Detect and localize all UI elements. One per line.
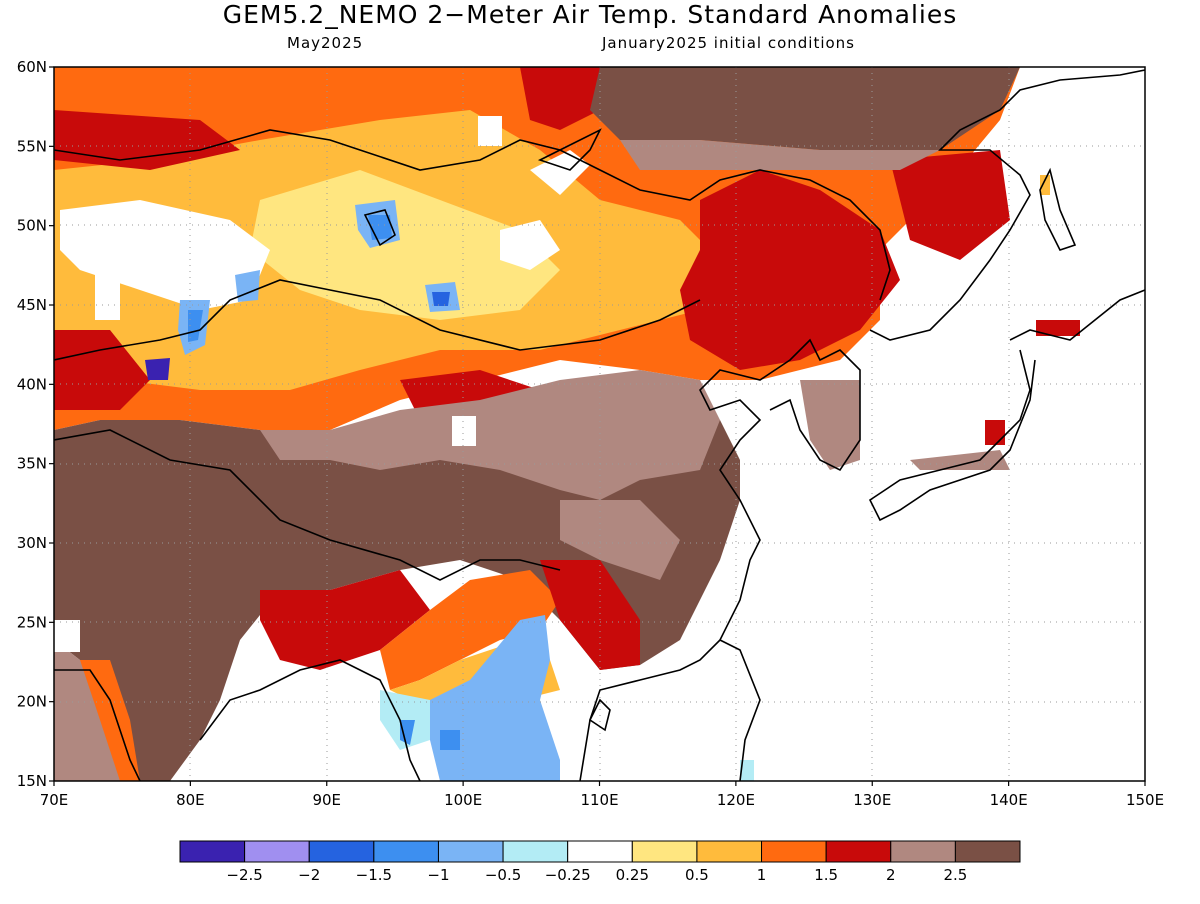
longitude-axis: 70E 80E 90E 100E 110E 120E 130E 140E 150E	[40, 781, 1164, 809]
coastlines	[54, 69, 1145, 781]
colorbar-swatch	[890, 840, 956, 863]
lon-tick-label: 70E	[40, 791, 69, 809]
lat-tick-label: 50N	[17, 217, 47, 235]
lat-tick-label: 35N	[17, 455, 47, 473]
lat-tick-label: 55N	[17, 137, 47, 155]
lon-tick-label: 140E	[990, 791, 1028, 809]
colorbar-label: 2.5	[943, 866, 967, 884]
colorbar-swatch	[308, 840, 375, 863]
latitude-axis: 60N 55N 50N 45N 40N 35N 30N 25N 20N 15N	[17, 58, 54, 790]
colorbar-swatch	[373, 840, 439, 863]
lon-tick-label: 150E	[1126, 791, 1164, 809]
colorbar-label: 1	[757, 866, 767, 884]
colorbar-label: −1.5	[356, 866, 392, 884]
colorbar-label: −2.5	[226, 866, 262, 884]
lon-tick-label: 90E	[312, 791, 341, 809]
colorbar-swatch	[825, 840, 892, 863]
colorbar-swatch	[437, 840, 504, 863]
kazakh-white-region	[60, 200, 270, 310]
lat-tick-label: 20N	[17, 693, 47, 711]
colorbar-swatch	[696, 840, 763, 863]
lon-tick-label: 100E	[444, 791, 482, 809]
colorbar: −2.5 −2 −1.5 −1 −0.5 −0.25 0.25 0.5 1 1.5 2 2.5	[179, 840, 1021, 884]
northeast-brown-region	[590, 67, 1020, 150]
lon-tick-label: 80E	[176, 791, 205, 809]
northeast-hot-region	[520, 67, 620, 130]
colorbar-label: 2	[886, 866, 896, 884]
colorbar-swatch	[179, 840, 246, 863]
colorbar-swatch	[502, 840, 569, 863]
lat-tick-label: 30N	[17, 534, 47, 552]
colorbar-label: 0.25	[616, 866, 649, 884]
colorbar-label: −0.25	[545, 866, 591, 884]
lat-tick-label: 45N	[17, 296, 47, 314]
colorbar-label: −1	[427, 866, 449, 884]
colorbar-swatch	[244, 840, 310, 863]
colorbar-label: 1.5	[814, 866, 838, 884]
initial-conditions: January2025 initial conditions	[602, 34, 855, 52]
lat-tick-label: 40N	[17, 375, 47, 393]
forecast-month: May2025	[287, 34, 364, 52]
colorbar-label: 0.5	[685, 866, 709, 884]
colorbar-swatch	[761, 840, 827, 863]
graticule	[54, 67, 1145, 781]
colorbar-label: −0.5	[485, 866, 521, 884]
mongolia-yellow-region	[250, 170, 560, 320]
map-title: GEM5.2_NEMO 2−Meter Air Temp. Standard A…	[222, 0, 958, 29]
colorbar-swatch	[567, 840, 633, 863]
colorbar-label: −2	[298, 866, 320, 884]
lat-tick-label: 15N	[17, 772, 47, 790]
lon-tick-label: 120E	[717, 791, 755, 809]
lon-tick-label: 130E	[853, 791, 891, 809]
lat-tick-label: 25N	[17, 613, 47, 631]
colorbar-swatch	[954, 840, 1021, 863]
lat-tick-label: 60N	[17, 58, 47, 76]
anomaly-field	[54, 67, 1145, 781]
lon-tick-label: 110E	[580, 791, 618, 809]
colorbar-swatch	[631, 840, 698, 863]
